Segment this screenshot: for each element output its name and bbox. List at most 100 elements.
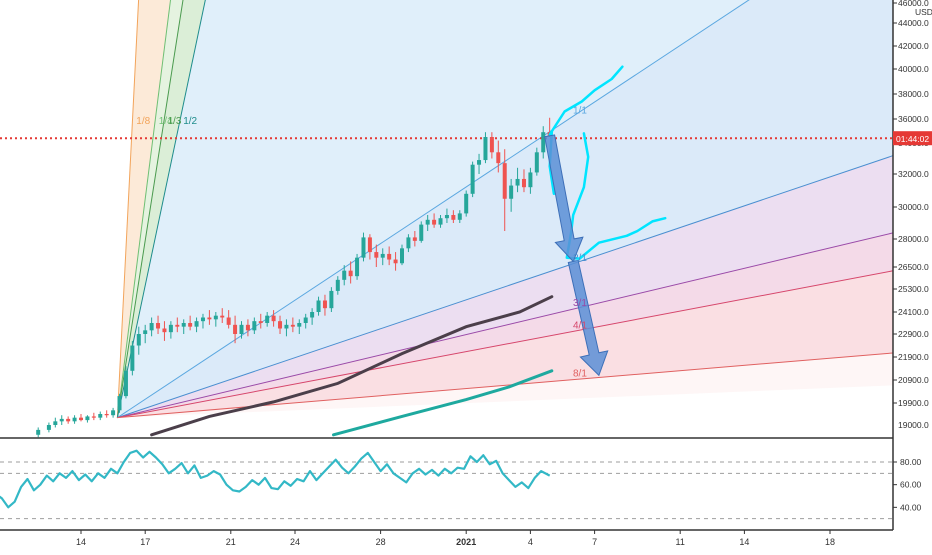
candle-body [136, 334, 141, 346]
price-tick-label: 46000.0 [898, 0, 929, 8]
candle-body [252, 321, 257, 331]
candle-body [278, 321, 283, 329]
time-tick-label: 14 [76, 537, 86, 547]
candle-body [528, 172, 533, 188]
price-tick-label: 24100.0 [898, 307, 929, 317]
rsi-tick-label: 60.00 [900, 480, 922, 490]
candle-body [117, 396, 122, 411]
candle-body [104, 414, 109, 416]
candle-body [207, 317, 212, 320]
moving-averages [150, 295, 554, 437]
candle-body [335, 279, 340, 291]
candle-body [188, 323, 193, 327]
gann-fan-line [117, 352, 893, 419]
candle-body [400, 248, 404, 264]
moving-average-line [332, 369, 554, 437]
candle-body [412, 237, 417, 241]
price-tick-label: 22900.0 [898, 329, 929, 339]
rsi-tick-label: 80.00 [900, 457, 922, 467]
candle-body [271, 315, 276, 322]
candle-body [265, 315, 270, 323]
candle-body [91, 416, 96, 418]
candle-body [451, 215, 456, 220]
time-tick-label: 17 [140, 537, 150, 547]
price-line-badge [893, 131, 932, 146]
candle-body [322, 300, 327, 309]
candle-body [387, 253, 392, 260]
candle-body [316, 300, 321, 312]
forecast-arrow [544, 134, 584, 263]
candle-body [464, 193, 469, 214]
price-tick-label: 26500.0 [898, 262, 929, 272]
gann-fan-label: 1/3 [168, 116, 182, 127]
candle-body [226, 317, 231, 325]
candle-body [181, 323, 186, 327]
gann-fan-line [117, 155, 893, 419]
gann-fan-label: 8/1 [573, 369, 587, 380]
price-scale-background [893, 0, 932, 550]
candle-body [477, 160, 482, 165]
candle-body [406, 237, 411, 249]
candle-body [361, 237, 366, 258]
candle-body [329, 290, 334, 309]
candle-body [342, 270, 347, 280]
price-tick-label: 42000.0 [898, 41, 929, 51]
time-tick-label: 24 [290, 537, 300, 547]
price-tick-label: 36000.0 [898, 114, 929, 124]
time-tick-label: 4 [528, 537, 533, 547]
candle-body [393, 259, 398, 264]
time-tick-label: 28 [376, 537, 386, 547]
candle-body [310, 312, 315, 318]
gann-fan-fills [117, 0, 893, 418]
rsi-background [0, 439, 893, 530]
candle-body [432, 219, 437, 225]
price-tick-label: 28000.0 [898, 234, 929, 244]
candle-body [419, 224, 424, 241]
candle-body [162, 328, 167, 333]
candle-body [245, 324, 250, 331]
candle-body [541, 132, 546, 153]
gann-fan-line [117, 0, 750, 419]
candle-body [489, 137, 494, 153]
candle-body [258, 321, 263, 323]
gann-fan-label: 2/1 [573, 253, 587, 264]
candle-body [200, 317, 205, 322]
candle-body [284, 324, 289, 329]
candle-body [355, 257, 360, 277]
candle-body [111, 410, 116, 416]
candle-body [233, 324, 238, 334]
gann-fan-labels: 1/8 1/41/3 1/2 1/1 2/1 3/1 4/1 8/1 [136, 105, 587, 379]
candlesticks [36, 117, 552, 438]
time-tick-label: 7 [592, 537, 597, 547]
candle-body [367, 237, 372, 253]
rsi-line [0, 449, 551, 509]
time-tick-label: 14 [739, 537, 749, 547]
candle-body [66, 418, 71, 422]
candle-body [143, 330, 148, 334]
candle-body [213, 315, 218, 320]
time-tick-label: 18 [825, 537, 835, 547]
rsi-tick-label: 40.00 [900, 502, 922, 512]
candle-body [297, 323, 302, 327]
candle-body [149, 323, 154, 331]
candle-body [220, 315, 225, 318]
candle-body [85, 416, 90, 421]
price-tick-label: 30000.0 [898, 202, 929, 212]
drawn-path [548, 65, 624, 136]
candle-body [72, 417, 77, 422]
candle-body [509, 185, 514, 199]
rsi-panel [0, 439, 893, 530]
gann-fan-label: 1/4 [159, 116, 173, 127]
price-tick-label: 19000.0 [898, 420, 929, 430]
annotations [544, 65, 667, 377]
gann-fan-label: 1/8 [136, 116, 150, 127]
price-tick-label: 38000.0 [898, 89, 929, 99]
candle-body [36, 429, 41, 435]
candle-body [53, 421, 58, 425]
candle-body [438, 218, 443, 225]
candle-body [496, 152, 501, 164]
currency-label: USD [915, 7, 932, 17]
moving-average-line [150, 295, 554, 437]
